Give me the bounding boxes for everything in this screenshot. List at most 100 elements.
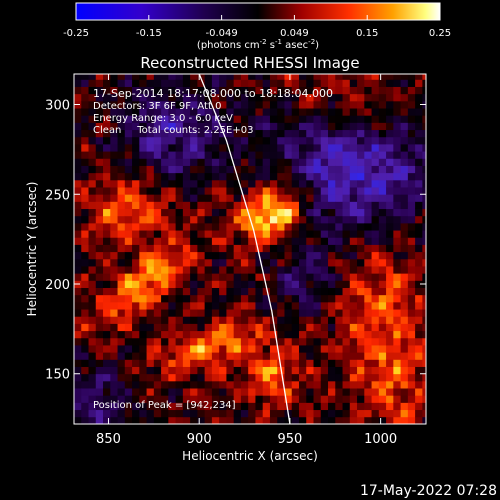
heatmap-cell bbox=[328, 316, 336, 324]
heatmap-cell bbox=[298, 93, 307, 102]
heatmap-cell bbox=[415, 215, 423, 224]
heatmap-cell bbox=[95, 151, 104, 159]
heatmap-cell bbox=[284, 222, 293, 231]
heatmap-cell bbox=[146, 215, 155, 224]
heatmap-cell bbox=[132, 136, 140, 145]
heatmap-cell bbox=[88, 409, 97, 418]
heatmap-cell bbox=[139, 323, 147, 332]
heatmap-cell bbox=[132, 115, 140, 123]
heatmap-cell bbox=[139, 187, 147, 195]
heatmap-cell bbox=[298, 316, 307, 324]
heatmap-cell bbox=[364, 201, 372, 210]
heatmap-cell bbox=[255, 165, 264, 174]
heatmap-cell bbox=[211, 93, 220, 102]
heatmap-cell bbox=[284, 208, 293, 217]
heatmap-cell bbox=[422, 337, 426, 346]
heatmap-cell bbox=[291, 323, 300, 332]
heatmap-cell bbox=[204, 165, 213, 174]
heatmap-cell bbox=[103, 266, 111, 274]
heatmap-cell bbox=[349, 258, 358, 267]
heatmap-cell bbox=[182, 79, 191, 87]
heatmap-cell bbox=[240, 258, 249, 267]
heatmap-cell bbox=[211, 280, 220, 288]
heatmap-cell bbox=[262, 416, 271, 424]
heatmap-cell bbox=[81, 194, 89, 202]
heatmap-cell bbox=[335, 395, 343, 403]
heatmap-cell bbox=[117, 258, 126, 267]
heatmap-cell bbox=[204, 208, 213, 217]
heatmap-cell bbox=[407, 115, 416, 123]
heatmap-cell bbox=[117, 100, 126, 109]
heatmap-cell bbox=[146, 280, 155, 288]
heatmap-cell bbox=[386, 388, 394, 396]
heatmap-cell bbox=[211, 165, 220, 174]
heatmap-cell bbox=[415, 158, 423, 166]
heatmap-cell bbox=[182, 194, 191, 202]
heatmap-cell bbox=[146, 144, 155, 152]
heatmap-cell bbox=[255, 144, 264, 152]
heatmap-cell bbox=[197, 215, 206, 224]
heatmap-cell bbox=[364, 266, 372, 274]
heatmap-cell bbox=[161, 395, 169, 403]
heatmap-cell bbox=[132, 352, 140, 360]
heatmap-cell bbox=[219, 330, 227, 339]
heatmap-cell bbox=[117, 352, 126, 360]
heatmap-cell bbox=[110, 301, 118, 310]
heatmap-cell bbox=[342, 230, 351, 238]
heatmap-cell bbox=[277, 352, 285, 360]
heatmap-cell bbox=[226, 345, 235, 353]
heatmap-cell bbox=[328, 79, 336, 87]
heatmap-cell bbox=[357, 100, 365, 109]
heatmap-cell bbox=[400, 151, 409, 159]
heatmap-cell bbox=[110, 273, 118, 281]
heatmap-cell bbox=[190, 402, 198, 411]
heatmap-cell bbox=[277, 201, 285, 210]
heatmap-cell bbox=[255, 108, 264, 116]
heatmap-cell bbox=[284, 388, 293, 396]
heatmap-cell bbox=[320, 215, 329, 224]
heatmap-cell bbox=[255, 345, 264, 353]
heatmap-cell bbox=[132, 266, 140, 274]
heatmap-cell bbox=[364, 388, 372, 396]
heatmap-cell bbox=[132, 122, 140, 131]
heatmap-cell bbox=[277, 136, 285, 145]
heatmap-cell bbox=[349, 108, 358, 116]
heatmap-cell bbox=[407, 244, 416, 253]
heatmap-cell bbox=[204, 330, 213, 339]
heatmap-cell bbox=[291, 287, 300, 296]
heatmap-cell bbox=[240, 316, 249, 324]
heatmap-cell bbox=[204, 194, 213, 202]
heatmap-cell bbox=[95, 208, 104, 217]
heatmap-cell bbox=[371, 93, 380, 102]
heatmap-cell bbox=[415, 251, 423, 260]
heatmap-cell bbox=[146, 165, 155, 174]
heatmap-cell bbox=[182, 108, 191, 116]
heatmap-cell bbox=[168, 330, 177, 339]
heatmap-cell bbox=[291, 108, 300, 116]
heatmap-cell bbox=[182, 172, 191, 181]
heatmap-cell bbox=[153, 359, 162, 367]
heatmap-cell bbox=[226, 366, 235, 375]
heatmap-cell bbox=[153, 345, 162, 353]
heatmap-cell bbox=[364, 215, 372, 224]
heatmap-cell bbox=[146, 222, 155, 231]
heatmap-cell bbox=[407, 359, 416, 367]
heatmap-cell bbox=[320, 337, 329, 346]
heatmap-cell bbox=[132, 172, 140, 181]
heatmap-cell bbox=[298, 172, 307, 181]
heatmap-cell bbox=[415, 165, 423, 174]
heatmap-cell bbox=[328, 287, 336, 296]
heatmap-cell bbox=[400, 108, 409, 116]
heatmap-cell bbox=[175, 388, 184, 396]
heatmap-cell bbox=[204, 280, 213, 288]
heatmap-cell bbox=[400, 352, 409, 360]
heatmap-cell bbox=[197, 309, 206, 317]
heatmap-cell bbox=[95, 136, 104, 145]
heatmap-cell bbox=[306, 179, 314, 188]
heatmap-cell bbox=[124, 151, 133, 159]
heatmap-cell bbox=[110, 409, 118, 418]
heatmap-cell bbox=[204, 244, 213, 253]
heatmap-cell bbox=[240, 251, 249, 260]
heatmap-cell bbox=[262, 136, 271, 145]
heatmap-cell bbox=[269, 136, 278, 145]
